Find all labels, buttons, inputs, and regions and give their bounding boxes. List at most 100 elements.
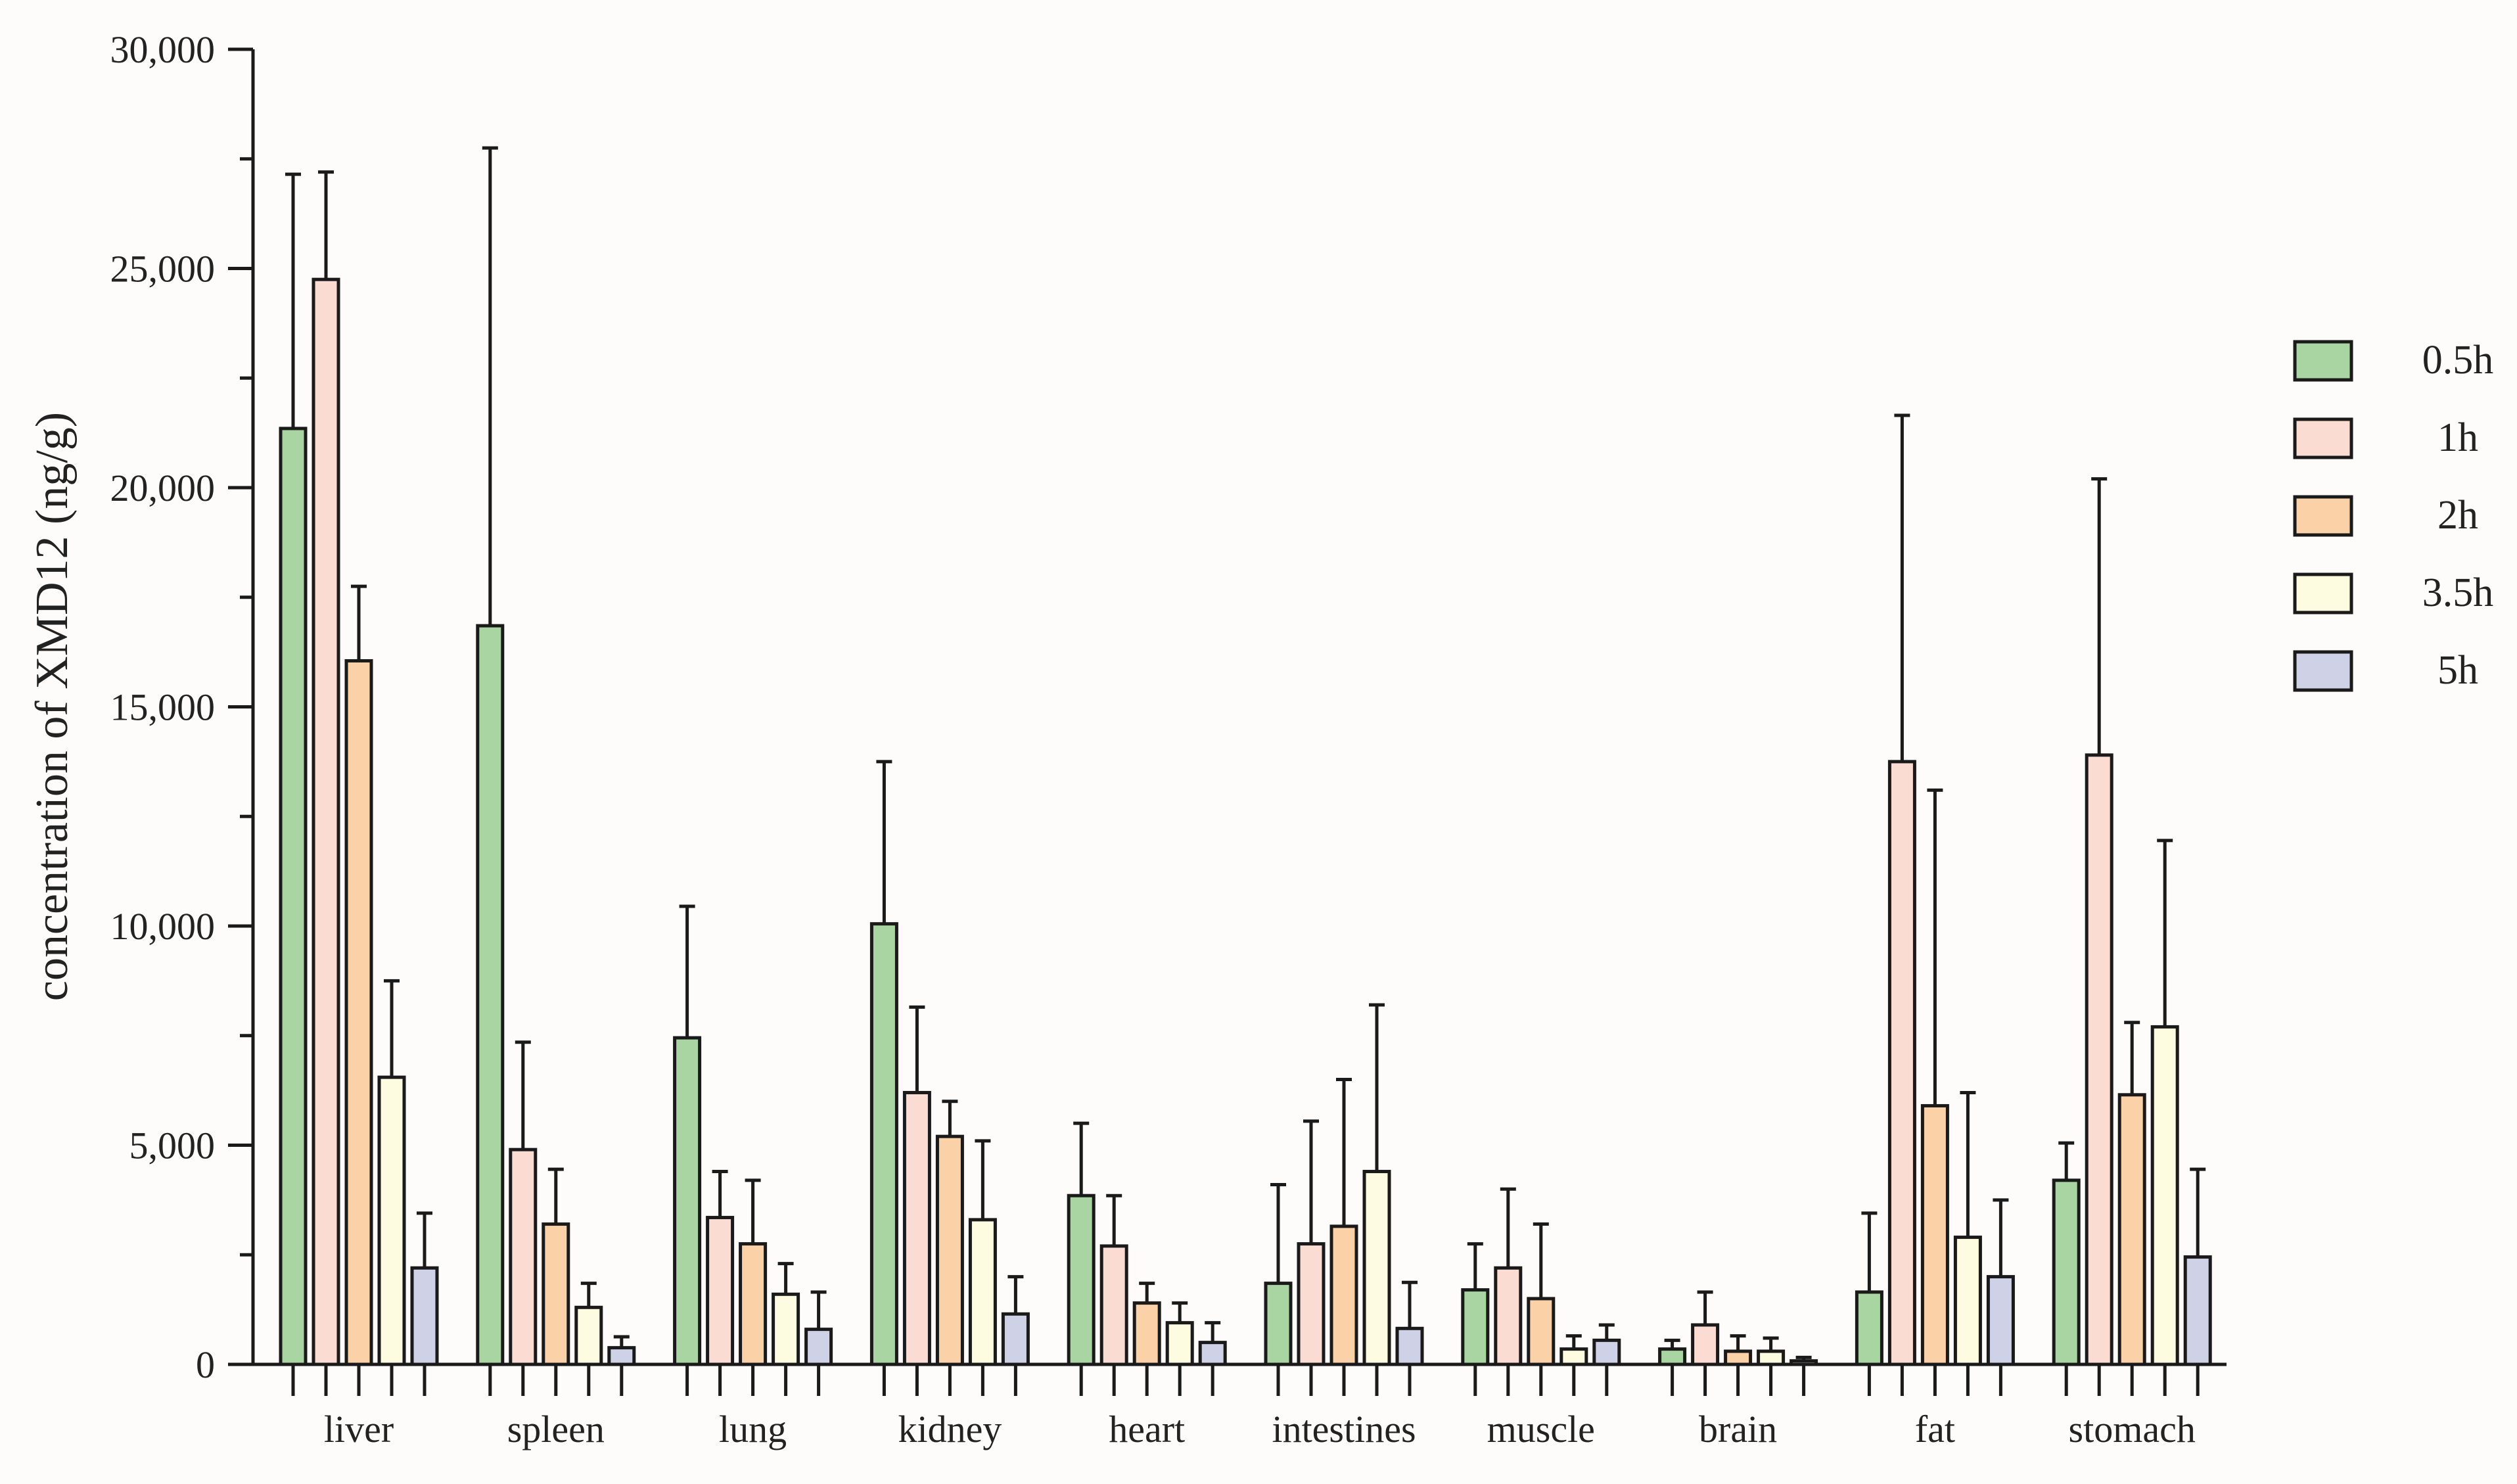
bar-lung-5h [804, 1328, 833, 1366]
error-bar-stomach-0.5h [2058, 1141, 2075, 1180]
error-bar-lung-0.5h [679, 904, 695, 1038]
legend-swatch-3.5h [2293, 572, 2353, 614]
bar-heart-3.5h [1165, 1321, 1194, 1366]
bar-intestines-1h [1297, 1242, 1326, 1366]
error-bar-brain-0.5h [1664, 1338, 1680, 1349]
bar-liver-2h [344, 659, 373, 1366]
bar-muscle-2h [1527, 1297, 1556, 1366]
bar-fat-5h [1986, 1275, 2015, 1366]
bar-brain-2h [1724, 1349, 1753, 1366]
error-bar-kidney-0.5h [876, 760, 892, 924]
error-bar-heart-2h [1139, 1282, 1155, 1303]
error-bar-brain-5h [1795, 1355, 1812, 1361]
x-tick-label-fat: fat [1915, 1408, 1955, 1450]
legend-label-5h: 5h [2437, 648, 2478, 693]
error-bar-heart-5h [1205, 1321, 1221, 1343]
bar-heart-1h [1099, 1244, 1128, 1366]
error-bar-intestines-5h [1402, 1280, 1418, 1329]
x-tick-label-lung: lung [719, 1408, 787, 1450]
bar-brain-1h [1691, 1323, 1720, 1366]
error-bar-intestines-0.5h [1270, 1183, 1286, 1284]
legend-label-0.5h: 0.5h [2422, 338, 2494, 383]
bar-kidney-3.5h [968, 1218, 997, 1366]
x-tick-label-brain: brain [1699, 1408, 1777, 1450]
y-tick-label: 0 [196, 1343, 215, 1386]
bar-lung-2h [739, 1242, 768, 1366]
error-bar-spleen-2h [547, 1167, 564, 1224]
x-tick-label-muscle: muscle [1487, 1408, 1595, 1450]
error-bar-fat-0.5h [1861, 1211, 1878, 1292]
bar-intestines-5h [1395, 1326, 1424, 1366]
error-bar-brain-1h [1697, 1290, 1713, 1325]
legend-label-3.5h: 3.5h [2422, 570, 2494, 615]
x-tick-label-spleen: spleen [507, 1408, 605, 1450]
error-bar-intestines-3.5h [1369, 1003, 1385, 1172]
error-bar-stomach-1h [2091, 477, 2108, 755]
x-tick-label-intestines: intestines [1272, 1408, 1416, 1450]
bar-spleen-2h [542, 1222, 570, 1366]
bar-heart-5h [1198, 1341, 1227, 1366]
error-bar-kidney-3.5h [975, 1139, 991, 1220]
bar-lung-3.5h [772, 1292, 800, 1366]
bar-muscle-5h [1592, 1338, 1621, 1366]
bar-stomach-0.5h [2052, 1178, 2081, 1366]
bar-heart-0.5h [1067, 1194, 1096, 1366]
bar-stomach-1h [2085, 753, 2113, 1366]
bar-fat-1h [1887, 760, 1916, 1366]
legend-swatch-5h [2293, 650, 2353, 692]
bar-liver-1h [312, 277, 340, 1366]
error-bar-muscle-0.5h [1467, 1242, 1483, 1290]
error-bar-lung-5h [810, 1290, 827, 1330]
error-bar-muscle-2h [1533, 1222, 1549, 1299]
error-bar-kidney-2h [942, 1100, 958, 1137]
bar-liver-0.5h [279, 427, 308, 1366]
bar-liver-3.5h [377, 1075, 406, 1366]
bar-fat-0.5h [1855, 1290, 1883, 1366]
bar-spleen-0.5h [476, 624, 505, 1366]
error-bar-stomach-2h [2124, 1021, 2140, 1095]
error-bar-fat-2h [1927, 788, 1943, 1106]
bar-fat-3.5h [1953, 1236, 1982, 1366]
y-tick-label: 10,000 [110, 905, 216, 948]
error-bar-fat-1h [1894, 413, 1910, 762]
y-tick-label: 5,000 [129, 1125, 216, 1167]
error-bar-fat-3.5h [1960, 1090, 1976, 1238]
bar-stomach-2h [2117, 1093, 2146, 1366]
error-bar-brain-3.5h [1763, 1336, 1779, 1351]
bar-brain-0.5h [1658, 1347, 1687, 1366]
x-tick-label-liver: liver [324, 1408, 394, 1450]
legend: 0.5h 1h 2h 3.5h 5h [2293, 338, 2494, 693]
error-bar-brain-2h [1730, 1334, 1746, 1351]
error-bar-liver-3.5h [384, 979, 400, 1078]
bar-stomach-3.5h [2150, 1025, 2179, 1366]
bar-muscle-0.5h [1461, 1288, 1490, 1366]
bar-kidney-1h [902, 1090, 931, 1366]
bar-intestines-2h [1329, 1224, 1358, 1366]
error-bar-liver-0.5h [285, 172, 301, 429]
error-bar-heart-3.5h [1172, 1301, 1188, 1323]
bar-kidney-2h [935, 1134, 964, 1366]
bar-muscle-3.5h [1559, 1347, 1588, 1366]
bar-spleen-1h [509, 1148, 538, 1366]
axes-layer: liver spleen lung kidney heart intestines musc… [110, 28, 2227, 1450]
x-tick-label-stomach: stomach [2069, 1408, 2196, 1450]
bar-kidney-0.5h [869, 922, 898, 1366]
error-bar-liver-5h [417, 1211, 432, 1268]
bar-stomach-5h [2183, 1255, 2212, 1366]
bar-lung-1h [706, 1216, 735, 1366]
x-tick-label-heart: heart [1109, 1408, 1185, 1450]
error-bars-layer [285, 146, 2206, 1361]
error-bar-lung-2h [745, 1178, 761, 1244]
error-bar-fat-5h [1993, 1198, 2009, 1277]
y-tick-label: 30,000 [110, 28, 216, 71]
bar-spleen-3.5h [574, 1305, 603, 1366]
legend-label-2h: 2h [2437, 493, 2478, 538]
bar-spleen-5h [607, 1346, 636, 1366]
bars-layer [279, 277, 2212, 1366]
x-tick-label-kidney: kidney [898, 1408, 1002, 1450]
y-axis-title: concentration of XMD12 (ng/g) [27, 412, 78, 1001]
y-tick-label: 20,000 [110, 467, 216, 509]
error-bar-intestines-2h [1336, 1077, 1352, 1226]
